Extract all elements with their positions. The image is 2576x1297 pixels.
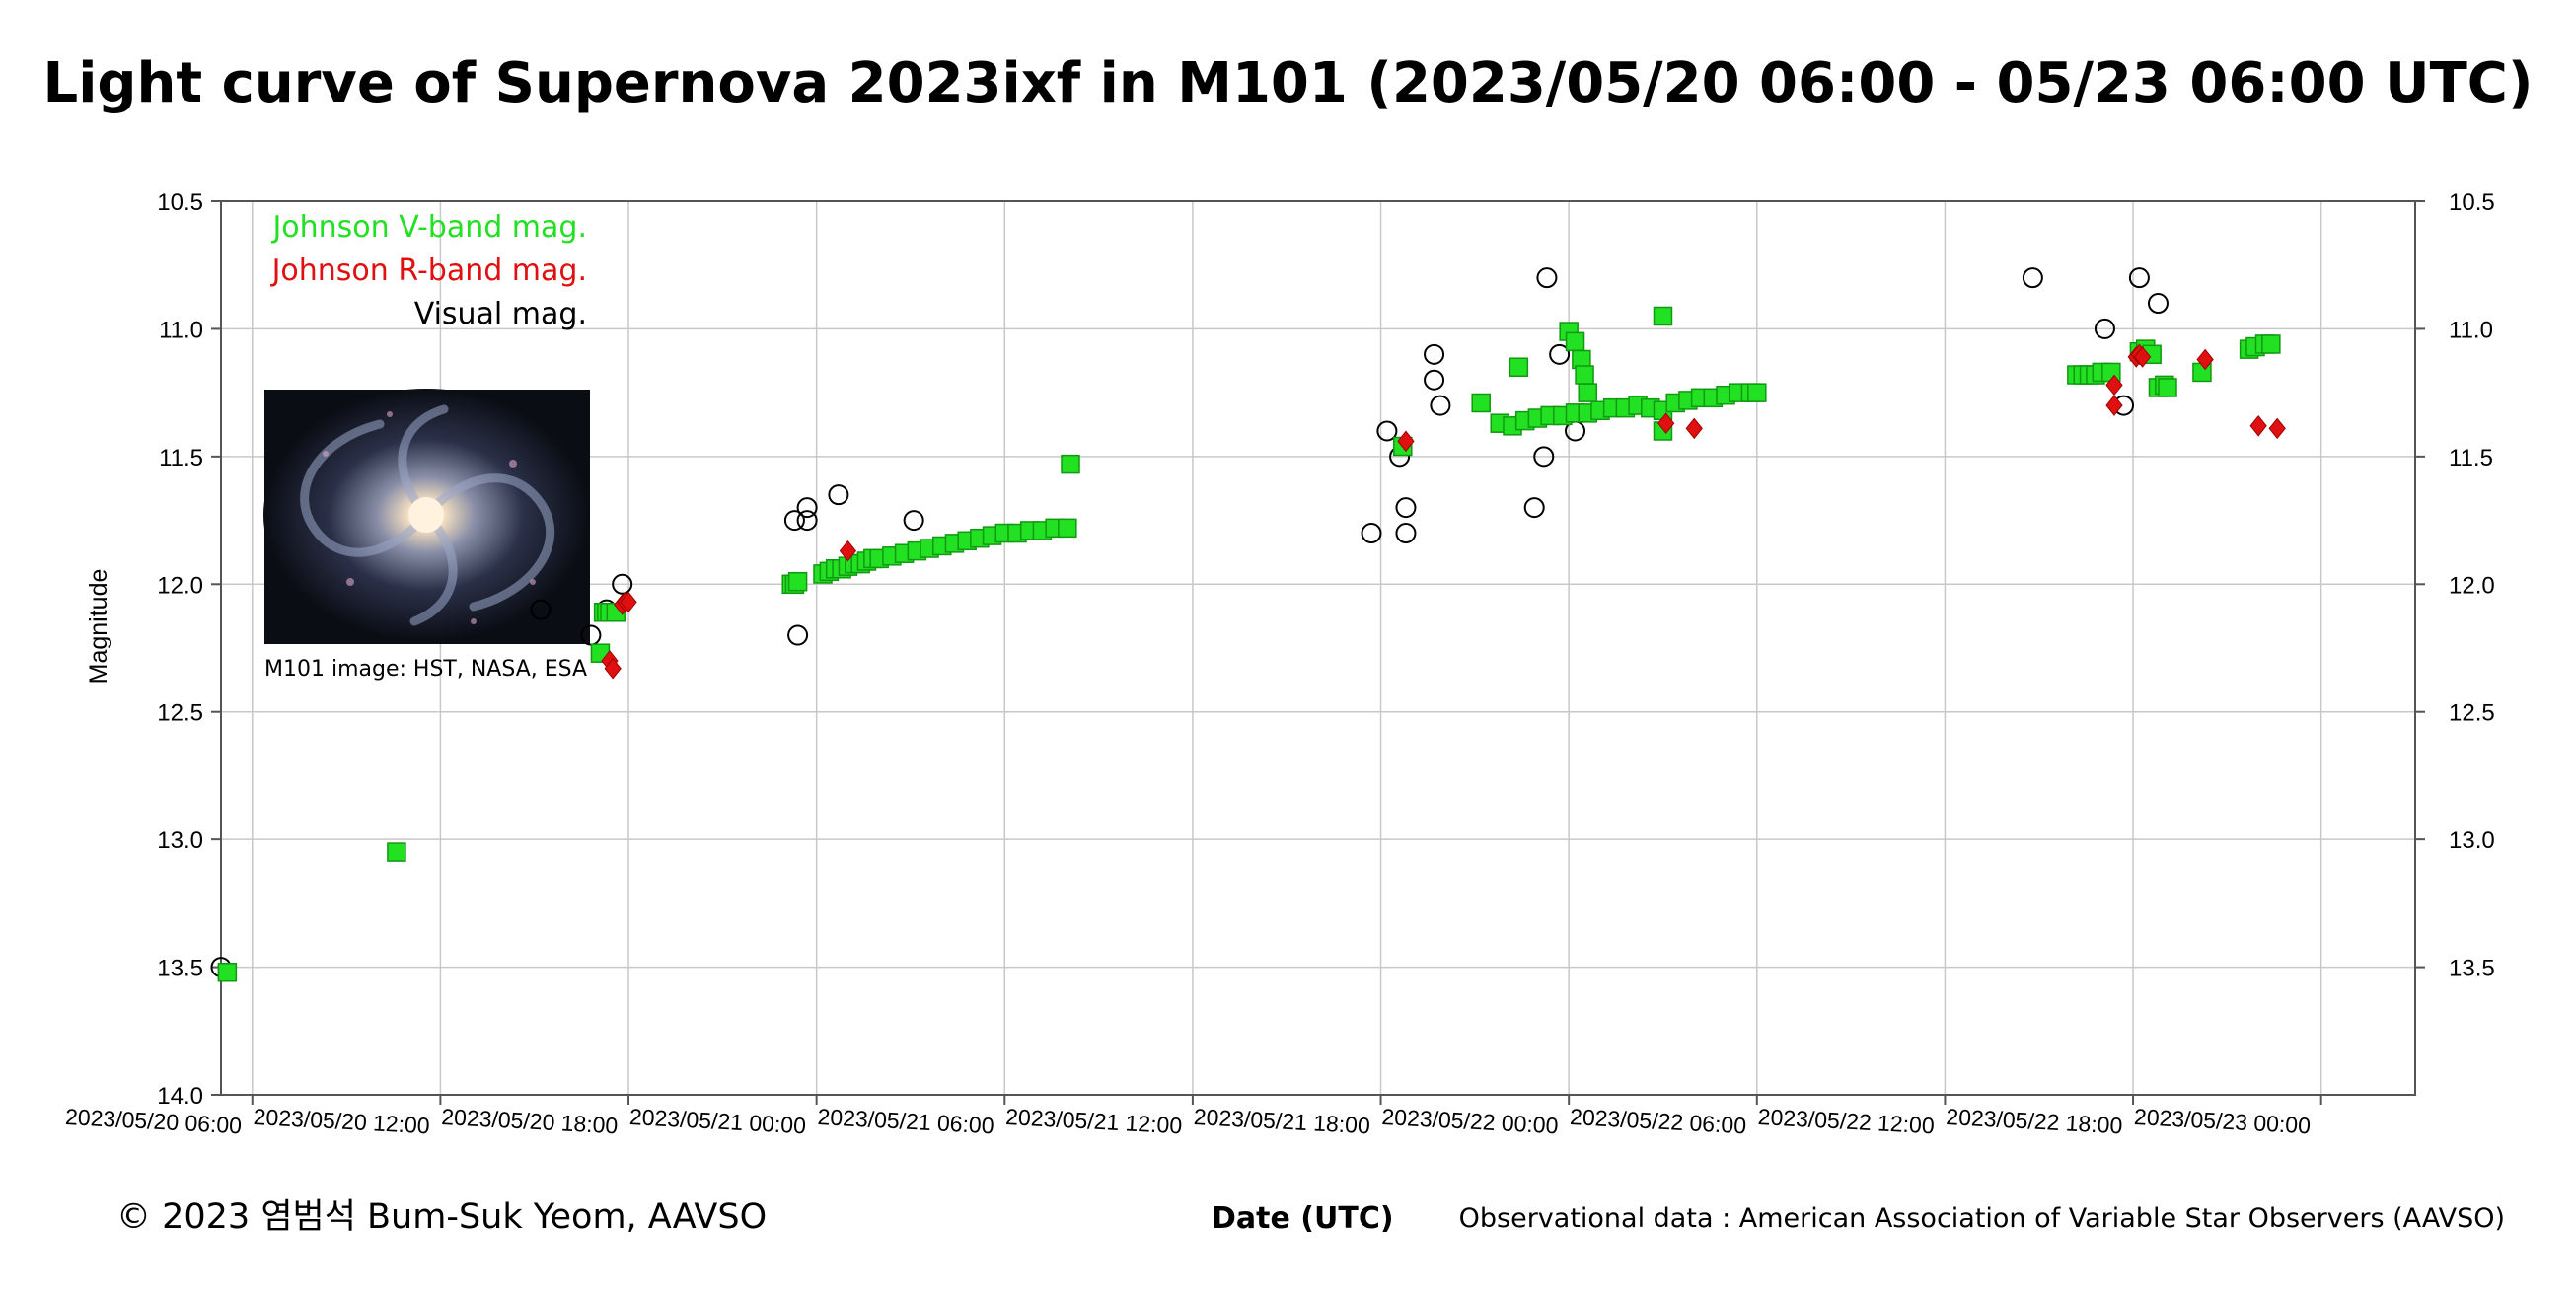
r-band-point bbox=[1657, 412, 1675, 435]
v-band-point bbox=[387, 842, 406, 862]
x-tick-label: 2023/05/22 18:00 bbox=[1946, 1104, 2123, 1138]
y-tick-label-right: 11.0 bbox=[2449, 317, 2493, 343]
y-tick-label-right: 10.5 bbox=[2449, 189, 2495, 216]
y-tick-label-right: 13.5 bbox=[2449, 956, 2495, 982]
v-band-point bbox=[787, 571, 808, 592]
visual-mag-point bbox=[2094, 318, 2115, 339]
x-tick-label: 2023/05/21 12:00 bbox=[1005, 1104, 1183, 1138]
x-tick-label: 2023/05/22 12:00 bbox=[1757, 1104, 1935, 1138]
x-tick-label: 2023/05/20 18:00 bbox=[441, 1104, 619, 1138]
y-tick-label: 10.5 bbox=[157, 189, 203, 216]
r-band-point bbox=[839, 540, 857, 562]
visual-mag-point bbox=[1533, 446, 1555, 468]
chart-title: Light curve of Supernova 2023ixf in M101… bbox=[42, 51, 2534, 115]
visual-mag-point bbox=[2022, 267, 2043, 289]
visual-mag-point bbox=[1430, 395, 1451, 416]
v-band-point bbox=[1578, 383, 1597, 402]
legend: Johnson V-band mag. Johnson R-band mag. Vi… bbox=[270, 210, 587, 331]
x-tick-label: 2023/05/20 12:00 bbox=[253, 1104, 430, 1138]
x-axis-label: Date (UTC) bbox=[1212, 1201, 1394, 1236]
v-band-point bbox=[1565, 331, 1585, 352]
v-band-point bbox=[1058, 518, 1077, 539]
galaxy-image-icon bbox=[263, 389, 590, 644]
x-tick-label: 2023/05/23 00:00 bbox=[2133, 1104, 2311, 1138]
r-band-point bbox=[2249, 414, 2267, 437]
y-tick-label: 14.0 bbox=[157, 1083, 203, 1110]
x-tick-label: 2023/05/20 06:00 bbox=[65, 1104, 243, 1138]
data-points bbox=[210, 267, 2286, 982]
v-band-point bbox=[1061, 454, 1080, 474]
visual-mag-point bbox=[796, 510, 818, 532]
visual-mag-point bbox=[1523, 497, 1545, 519]
y-tick-label: 13.5 bbox=[157, 956, 203, 982]
visual-mag-point bbox=[796, 497, 818, 519]
data-source-text: Observational data : American Associatio… bbox=[1458, 1203, 2505, 1234]
visual-mag-point bbox=[1424, 369, 1445, 391]
y-axis-left: 10.5 11.0 11.5 12.0 12.5 13.0 13.5 14.0 bbox=[157, 189, 221, 1110]
visual-mag-point bbox=[2147, 293, 2169, 315]
v-band-point bbox=[1653, 306, 1673, 326]
y-tick-label: 11.0 bbox=[159, 317, 203, 343]
visual-mag-point bbox=[1395, 523, 1417, 544]
y-tick-label-right: 11.5 bbox=[2449, 445, 2493, 471]
x-tick-label: 2023/05/21 18:00 bbox=[1193, 1104, 1370, 1138]
r-band-point bbox=[2196, 348, 2214, 371]
y-tick-label: 12.5 bbox=[157, 700, 203, 727]
x-tick-label: 2023/05/21 00:00 bbox=[628, 1104, 806, 1138]
x-tick-label: 2023/05/22 06:00 bbox=[1570, 1104, 1747, 1138]
y-axis-label: Magnitude bbox=[85, 569, 112, 685]
visual-mag-point bbox=[1376, 420, 1398, 442]
v-band-point bbox=[1509, 357, 1529, 378]
copyright-text: © 2023 염범석 Bum-Suk Yeom, AAVSO bbox=[116, 1197, 768, 1237]
x-axis: 2023/05/20 06:00 2023/05/20 12:00 2023/05/… bbox=[65, 1095, 2322, 1138]
legend-entry: Visual mag. bbox=[414, 297, 587, 331]
v-band-point bbox=[2158, 378, 2177, 397]
image-caption: M101 image: HST, NASA, ESA bbox=[264, 657, 588, 682]
y-tick-label: 12.0 bbox=[157, 572, 203, 599]
visual-mag-point bbox=[903, 510, 924, 532]
r-band-point bbox=[1397, 430, 1415, 453]
r-band-point bbox=[1685, 417, 1703, 440]
visual-mag-point bbox=[530, 599, 552, 620]
y-tick-label-right: 12.0 bbox=[2449, 572, 2495, 599]
y-axis-right: 10.5 11.0 11.5 12.0 12.5 13.0 13.5 bbox=[2415, 189, 2495, 982]
v-band-point bbox=[1747, 383, 1767, 402]
visual-mag-point bbox=[1424, 343, 1445, 365]
r-band-point bbox=[620, 591, 637, 613]
r-band-point bbox=[2268, 417, 2286, 440]
r-band-point bbox=[2133, 346, 2152, 368]
visual-mag-point bbox=[612, 573, 633, 595]
visual-mag-point bbox=[2128, 267, 2150, 289]
v-band-point bbox=[1575, 365, 1594, 385]
visual-mag-point bbox=[1536, 267, 1558, 289]
legend-entry: Johnson V-band mag. bbox=[270, 210, 587, 245]
visual-mag-point bbox=[787, 624, 809, 646]
v-band-point bbox=[1471, 393, 1491, 413]
r-band-point bbox=[604, 657, 622, 680]
v-band-point bbox=[2261, 334, 2281, 354]
legend-entry: Johnson R-band mag. bbox=[270, 253, 587, 288]
visual-mag-point bbox=[1361, 523, 1382, 544]
y-tick-label: 13.0 bbox=[157, 828, 203, 854]
v-band-point bbox=[217, 962, 238, 982]
visual-mag-point bbox=[1395, 497, 1417, 519]
y-tick-label-right: 12.5 bbox=[2449, 700, 2495, 727]
x-tick-label: 2023/05/21 06:00 bbox=[817, 1104, 994, 1138]
y-tick-label: 11.5 bbox=[159, 445, 203, 471]
visual-mag-point bbox=[783, 510, 805, 532]
visual-mag-point bbox=[828, 484, 849, 506]
grid-lines bbox=[221, 200, 2415, 1096]
visual-mag-point bbox=[1549, 343, 1571, 365]
y-tick-label-right: 13.0 bbox=[2449, 828, 2495, 854]
x-tick-label: 2023/05/22 00:00 bbox=[1381, 1104, 1559, 1138]
r-band-point bbox=[2105, 395, 2123, 416]
plot-frame bbox=[220, 200, 2416, 1096]
